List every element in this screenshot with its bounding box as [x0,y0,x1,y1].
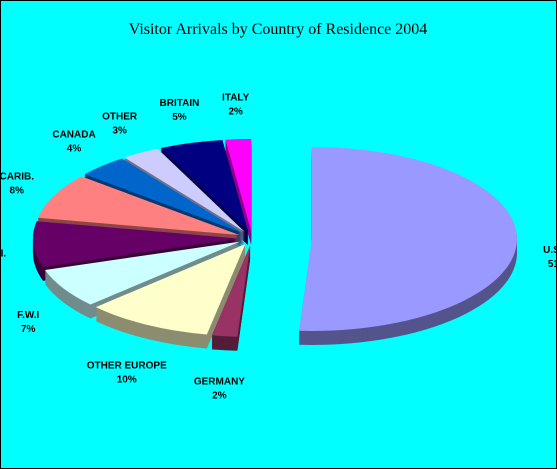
slice-label: OTHER EUROPE [87,361,167,372]
slice-top [160,140,249,232]
pie-slice [299,146,517,345]
slice-top [44,241,240,305]
slice-label: D.W.I. [0,249,6,260]
slice-top [299,146,517,331]
pie-slice [225,139,252,246]
pie-slice [211,244,251,351]
slice-label: F.W.I [17,310,39,321]
slice-value-label: 8% [10,185,25,196]
slice-top [124,148,245,232]
slice-top [95,244,246,335]
slice-value-label: 7% [21,324,36,335]
slice-value-label: 2% [212,391,227,402]
slice-top [37,176,240,236]
slice-label: BRITAIN [160,98,200,109]
slice-value-label: 51% [548,259,557,270]
slice-value-label: 2% [228,107,243,118]
slice-top [33,221,239,267]
slice-value-label: 4% [67,144,82,155]
chart-title: Visitor Arrivals by Country of Residence… [129,21,428,38]
slice-label: ITALY [222,93,250,104]
slice-top [84,158,243,233]
slice-label: U.S.A. [543,245,557,256]
slice-top [211,244,251,337]
slice-value-label: 5% [172,112,187,123]
slice-value-label: 10% [117,375,137,386]
slice-top [225,139,252,232]
slice-label: OTHER [102,112,138,123]
slice-label: GERMANY [194,377,245,388]
pie-slice [37,176,240,250]
slice-label: CARIB. [0,171,34,182]
slice-label: CANADA [52,130,95,141]
slice-value-label: 3% [112,126,127,137]
pie-slice [95,244,246,349]
